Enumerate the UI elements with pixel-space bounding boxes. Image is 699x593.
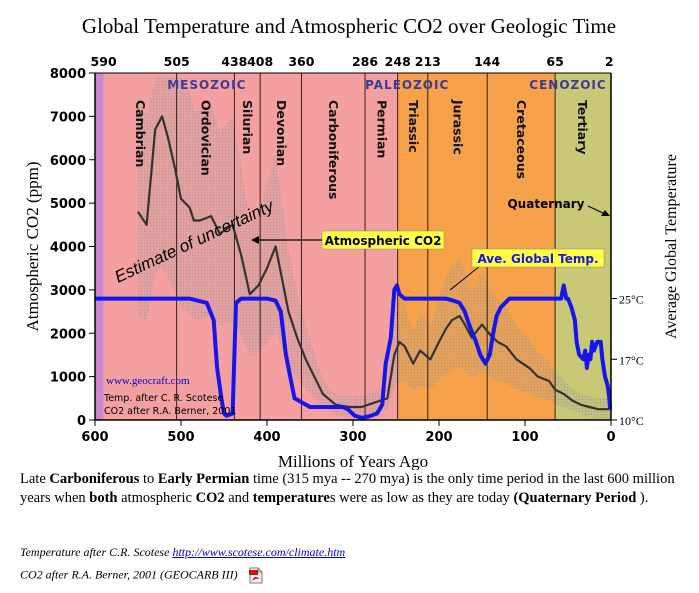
period-label: Carboniferous xyxy=(326,100,341,200)
period-label: Permian xyxy=(374,100,389,158)
top-boundary-label: 65 xyxy=(546,54,563,69)
geocraft-watermark: www.geocraft.com xyxy=(106,375,190,387)
y-tick-label: 0 xyxy=(77,414,86,429)
y-axis-label: Atmospheric CO2 (ppm) xyxy=(23,162,42,332)
co2-callout-label: Atmospheric CO2 xyxy=(325,234,442,248)
top-boundary-label: 144 xyxy=(474,54,500,69)
caption: Late Carboniferous to Early Permian time… xyxy=(20,471,675,506)
top-boundary-label: 2 xyxy=(605,54,614,69)
top-boundary-label: 286 xyxy=(352,54,378,69)
quaternary-label: Quaternary xyxy=(507,197,584,211)
chart-axes: 590 505 438 408 360 286 248 213 144 65 20100020003… xyxy=(23,54,680,470)
x-tick-label: 0 xyxy=(606,430,615,445)
top-boundary-label: 360 xyxy=(288,54,314,69)
period-labels: PALEOZOIC MESOZOIC CENOZOIC Cambrian Ordovic… xyxy=(133,78,606,200)
scotese-link[interactable]: http://www.scotese.com/climate.htm xyxy=(172,545,346,559)
top-boundary-label: 438 xyxy=(221,54,247,69)
chart-title: Global Temperature and Atmospheric CO2 o… xyxy=(82,14,616,38)
period-label: Silurian xyxy=(240,100,255,154)
co2-callout-arrowhead xyxy=(251,236,259,244)
x-tick-label: 400 xyxy=(253,430,280,445)
chart: PALEOZOIC MESOZOIC CENOZOIC Cambrian Ordovic… xyxy=(23,14,680,470)
co2-credit: CO2 after R.A. Berner, 2001 (GEOCARB III… xyxy=(20,567,263,584)
y2-axis-label: Average Global Temperature xyxy=(663,154,680,339)
top-boundary-label: 408 xyxy=(247,54,273,69)
temp-callout-label: Ave. Global Temp. xyxy=(477,252,598,266)
temperature-credit: Temperature after C.R. Scotese http://ww… xyxy=(20,545,346,559)
x-tick-label: 300 xyxy=(339,430,366,445)
y-tick-label: 2000 xyxy=(50,327,86,342)
co2-callout-box xyxy=(321,230,445,250)
quaternary-arrowhead xyxy=(601,210,610,216)
y-tick-label: 6000 xyxy=(50,154,86,169)
x-axis-label: Millions of Years Ago xyxy=(278,452,428,470)
top-boundary-label: 505 xyxy=(164,54,190,69)
top-boundary-label: 213 xyxy=(415,54,441,69)
era-label-cenozoic: CENOZOIC xyxy=(529,78,606,92)
top-boundary-label: 590 xyxy=(91,54,117,69)
x-tick-label: 500 xyxy=(167,430,194,445)
period-label: Devonian xyxy=(274,100,289,166)
period-label: Tertiary xyxy=(575,100,590,155)
y-tick-label: 3000 xyxy=(50,284,86,299)
y-tick-label: 5000 xyxy=(50,197,86,212)
pdf-icon[interactable] xyxy=(248,567,263,584)
y-tick-label: 8000 xyxy=(50,67,86,82)
period-label: Triassic xyxy=(406,100,421,153)
y2-tick-label: 17°C xyxy=(619,353,644,367)
x-tick-label: 200 xyxy=(425,430,452,445)
period-label: Cambrian xyxy=(133,100,148,167)
y-tick-label: 1000 xyxy=(50,371,86,386)
y2-tick-label: 10°C xyxy=(619,414,644,428)
chart-lines xyxy=(95,115,613,420)
temperature-series-line xyxy=(95,283,613,420)
era-label-mesozoic: MESOZOIC xyxy=(167,78,246,92)
y2-tick-label: 25°C xyxy=(619,293,644,307)
y-tick-label: 7000 xyxy=(50,110,86,125)
temp-source-note: Temp. after C. R. Scotese xyxy=(103,393,223,404)
period-label: Jurassic xyxy=(450,99,465,155)
period-label: Ordovician xyxy=(199,100,214,176)
top-boundary-label: 248 xyxy=(385,54,411,69)
precambrian-strip xyxy=(95,73,104,420)
quaternary-arrow xyxy=(587,205,606,215)
y-tick-label: 4000 xyxy=(50,241,86,256)
co2-source-note: CO2 after R.A. Berner, 2001 xyxy=(104,406,236,417)
x-tick-label: 600 xyxy=(81,430,108,445)
x-tick-label: 100 xyxy=(511,430,538,445)
era-label-paleozoic: PALEOZOIC xyxy=(365,78,449,92)
temp-callout-box xyxy=(471,248,605,268)
period-label: Cretaceous xyxy=(514,100,529,179)
